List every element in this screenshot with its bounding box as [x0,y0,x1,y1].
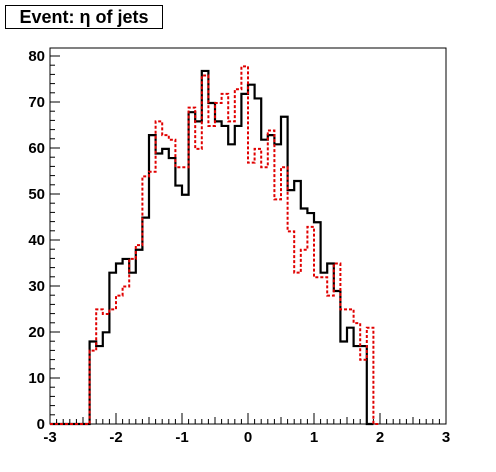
y-tick-label: 30 [28,278,45,295]
y-axis-ticks: 0 10 20 30 40 50 60 70 80 [28,48,60,433]
series-0-step-line [50,69,374,426]
x-tick-label: -2 [109,429,122,446]
x-axis-ticks: -3 -2 -1 0 1 2 3 [43,413,450,446]
plot-frame [49,47,447,425]
y-tick-label: 80 [28,48,45,65]
series-group [50,65,380,426]
x-tick-label: 1 [310,429,318,446]
y-tick-label: 10 [28,370,45,387]
x-tick-label: -3 [43,429,56,446]
y-tick-label: 20 [28,324,45,341]
chart-title: Event: η of jets [5,5,163,29]
y-tick-label: 0 [37,416,45,433]
x-tick-label: -1 [175,429,188,446]
x-tick-label: 3 [442,429,450,446]
series-1-step-line [50,65,380,425]
y-tick-label: 50 [28,186,45,203]
y-tick-label: 60 [28,140,45,157]
x-tick-label: 0 [244,429,252,446]
y-tick-label: 40 [28,232,45,249]
y-tick-label: 70 [28,94,45,111]
x-tick-label: 2 [376,429,384,446]
